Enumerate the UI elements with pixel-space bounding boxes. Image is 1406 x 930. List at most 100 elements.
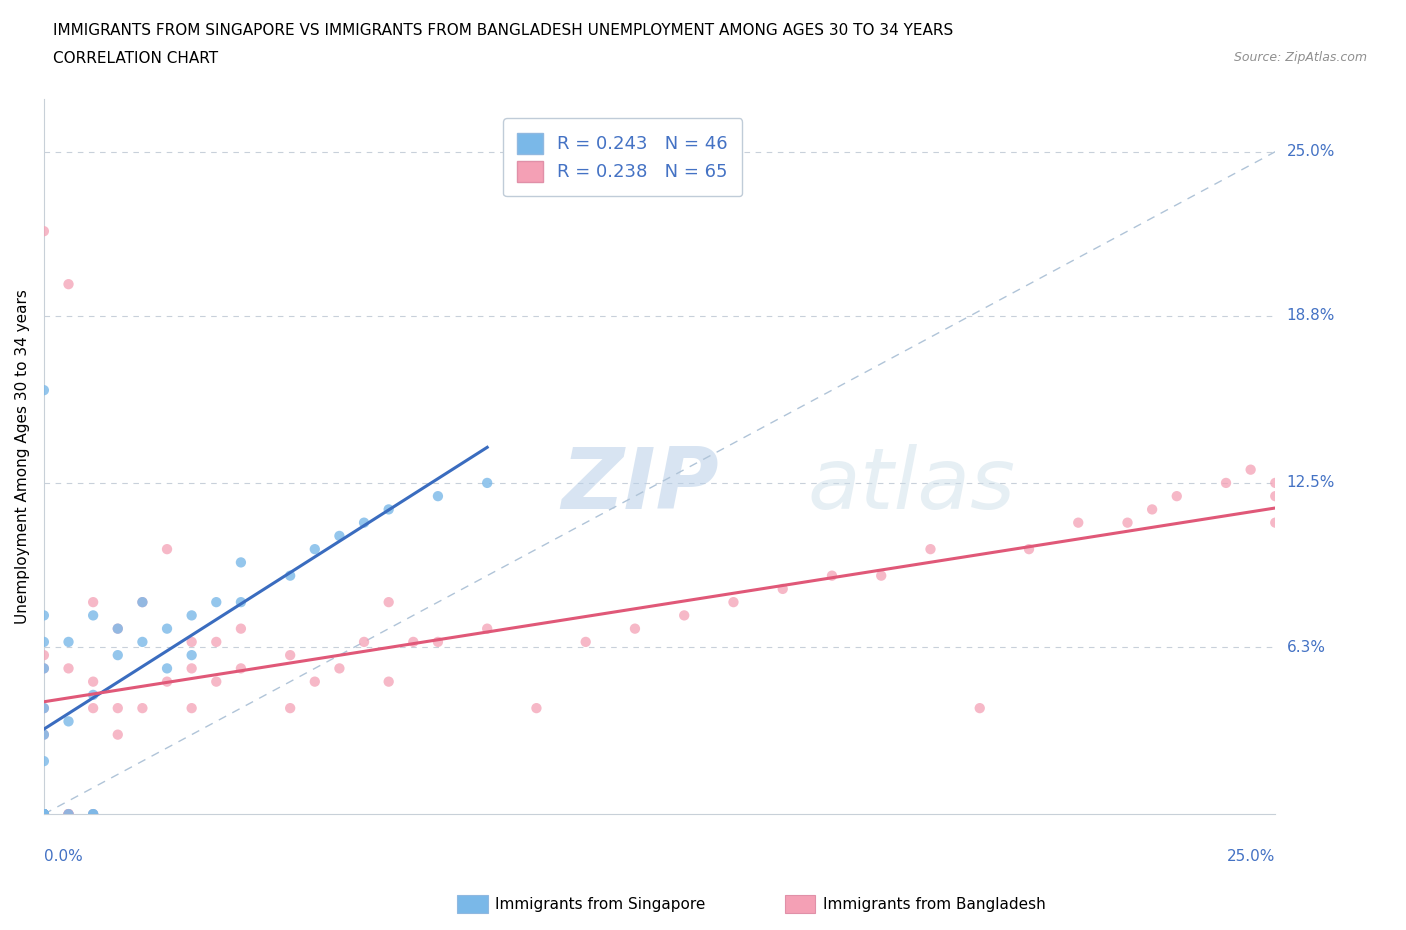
Point <box>107 647 129 662</box>
Point <box>82 806 104 821</box>
Point <box>32 806 55 821</box>
Point <box>32 806 55 821</box>
Legend: R = 0.243   N = 46, R = 0.238   N = 65: R = 0.243 N = 46, R = 0.238 N = 65 <box>503 118 742 196</box>
Text: Source: ZipAtlas.com: Source: ZipAtlas.com <box>1233 51 1367 64</box>
Text: IMMIGRANTS FROM SINGAPORE VS IMMIGRANTS FROM BANGLADESH UNEMPLOYMENT AMONG AGES : IMMIGRANTS FROM SINGAPORE VS IMMIGRANTS … <box>53 23 953 38</box>
Point <box>32 806 55 821</box>
Point <box>82 594 104 609</box>
Point <box>32 383 55 398</box>
Point <box>870 568 893 583</box>
Point <box>821 568 844 583</box>
Point <box>32 700 55 715</box>
Point <box>32 806 55 821</box>
Point <box>205 674 228 689</box>
Point <box>328 528 350 543</box>
Point <box>107 621 129 636</box>
Point <box>156 541 179 556</box>
Point <box>205 634 228 649</box>
Point <box>278 568 301 583</box>
Y-axis label: Unemployment Among Ages 30 to 34 years: Unemployment Among Ages 30 to 34 years <box>15 289 30 624</box>
Point <box>180 661 202 676</box>
Point <box>32 661 55 676</box>
Text: CORRELATION CHART: CORRELATION CHART <box>53 51 218 66</box>
Point <box>32 634 55 649</box>
Point <box>32 647 55 662</box>
Point <box>156 674 179 689</box>
Point <box>1240 462 1263 477</box>
Point <box>32 806 55 821</box>
Point <box>131 594 153 609</box>
Point <box>32 806 55 821</box>
Point <box>377 674 399 689</box>
Point <box>32 806 55 821</box>
Text: atlas: atlas <box>807 444 1015 526</box>
Point <box>58 277 80 292</box>
Point <box>229 555 252 570</box>
Point <box>32 700 55 715</box>
Point <box>278 700 301 715</box>
Point <box>32 806 55 821</box>
Point <box>477 621 499 636</box>
Point <box>58 806 80 821</box>
Point <box>32 727 55 742</box>
Point <box>58 714 80 729</box>
Point <box>32 753 55 768</box>
Point <box>32 806 55 821</box>
Point <box>723 594 745 609</box>
Point <box>107 621 129 636</box>
Point <box>969 700 991 715</box>
Point <box>180 647 202 662</box>
Point <box>426 489 449 504</box>
Point <box>82 700 104 715</box>
Point <box>1067 515 1090 530</box>
Point <box>1215 475 1237 490</box>
Point <box>772 581 794 596</box>
Point <box>32 661 55 676</box>
Point <box>377 594 399 609</box>
Text: 6.3%: 6.3% <box>1286 640 1326 655</box>
Point <box>32 806 55 821</box>
Point <box>920 541 942 556</box>
Point <box>32 727 55 742</box>
Point <box>82 806 104 821</box>
Point <box>673 608 696 623</box>
Text: Immigrants from Singapore: Immigrants from Singapore <box>495 897 706 912</box>
Point <box>328 661 350 676</box>
Point <box>82 687 104 702</box>
Point <box>402 634 425 649</box>
Point <box>180 634 202 649</box>
Point <box>1116 515 1139 530</box>
Point <box>229 594 252 609</box>
Point <box>1264 515 1286 530</box>
Text: 0.0%: 0.0% <box>44 849 83 864</box>
Point <box>304 674 326 689</box>
Point <box>1140 502 1163 517</box>
Point <box>32 806 55 821</box>
Point <box>229 661 252 676</box>
Text: Immigrants from Bangladesh: Immigrants from Bangladesh <box>823 897 1045 912</box>
Point <box>82 608 104 623</box>
Point <box>58 806 80 821</box>
Point <box>1166 489 1188 504</box>
Point <box>180 608 202 623</box>
Point <box>156 661 179 676</box>
Point <box>1264 489 1286 504</box>
Point <box>32 806 55 821</box>
Point <box>107 700 129 715</box>
Point <box>353 634 375 649</box>
Point <box>377 502 399 517</box>
Point <box>1018 541 1040 556</box>
Point <box>278 647 301 662</box>
Point <box>32 224 55 239</box>
Point <box>156 621 179 636</box>
Point <box>58 806 80 821</box>
Point <box>32 806 55 821</box>
Point <box>229 621 252 636</box>
Point <box>180 700 202 715</box>
Point <box>205 594 228 609</box>
Point <box>58 806 80 821</box>
Text: ZIP: ZIP <box>561 444 718 526</box>
Text: 25.0%: 25.0% <box>1286 144 1334 159</box>
Point <box>131 594 153 609</box>
Point <box>82 674 104 689</box>
